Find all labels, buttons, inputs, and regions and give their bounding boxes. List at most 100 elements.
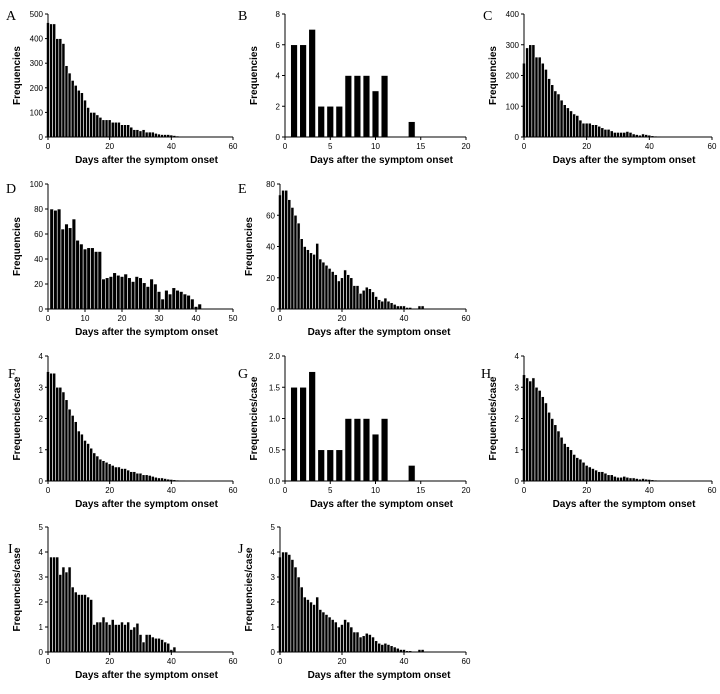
bar-a-25 <box>124 125 127 137</box>
bar-j-25 <box>356 632 359 652</box>
bar-f-10 <box>77 431 80 481</box>
bar-h-19 <box>582 462 585 481</box>
bar-c-21 <box>588 123 591 137</box>
bar-h-13 <box>563 444 566 482</box>
bar-a-27 <box>130 127 133 137</box>
y-tick-label-i: 2 <box>39 598 44 607</box>
bar-j-19 <box>337 627 340 652</box>
bar-a-3 <box>56 39 59 137</box>
bar-h-33 <box>626 477 629 481</box>
bar-f-25 <box>124 469 127 482</box>
y-tick-label-g: 2.0 <box>269 352 281 361</box>
x-tick-label-g: 15 <box>416 486 425 495</box>
x-tick-label-d: 20 <box>118 314 127 323</box>
bar-h-7 <box>544 403 547 481</box>
bar-c-12 <box>560 100 563 137</box>
y-tick-label-d: 60 <box>34 230 43 239</box>
bar-f-3 <box>56 387 59 481</box>
bar-e-27 <box>362 290 365 309</box>
x-tick-label-i: 60 <box>229 657 238 666</box>
bar-e-13 <box>319 259 322 309</box>
bar-e-17 <box>331 272 334 310</box>
x-tick-label-b: 5 <box>328 142 333 151</box>
bar-i-9 <box>74 592 77 652</box>
bar-h-27 <box>607 475 610 481</box>
y-tick-label-f: 4 <box>39 352 44 361</box>
bar-h-18 <box>579 459 582 481</box>
bar-i-41 <box>173 647 176 652</box>
bar-i-37 <box>161 640 164 653</box>
bar-i-29 <box>136 623 139 652</box>
y-tick-label-b: 6 <box>276 41 281 50</box>
bar-e-10 <box>309 253 312 309</box>
x-axis-label-h: Days after the symptom onset <box>553 499 696 510</box>
y-tick-label-d: 100 <box>30 180 44 189</box>
bar-b-6 <box>336 106 343 137</box>
x-tick-label-f: 60 <box>229 486 238 495</box>
x-tick-label-c: 20 <box>582 142 591 151</box>
bar-i-19 <box>105 622 108 652</box>
bar-e-24 <box>353 286 356 309</box>
bar-a-15 <box>93 112 96 137</box>
bar-c-7 <box>544 69 547 137</box>
bar-h-21 <box>588 467 591 481</box>
x-tick-label-g: 5 <box>328 486 333 495</box>
bar-i-25 <box>124 625 127 653</box>
y-tick-label-j: 5 <box>271 523 276 532</box>
bar-f-23 <box>117 467 120 481</box>
bar-c-18 <box>579 120 582 137</box>
bar-f-4 <box>59 387 62 481</box>
bar-f-22 <box>114 467 117 481</box>
bar-g-3 <box>309 372 316 481</box>
bar-i-20 <box>108 625 111 653</box>
y-tick-label-j: 4 <box>271 548 276 557</box>
bar-c-19 <box>582 123 585 137</box>
bar-i-1 <box>50 557 53 652</box>
bar-f-21 <box>111 465 114 481</box>
bar-e-32 <box>378 300 381 309</box>
bar-d-17 <box>109 277 113 310</box>
bar-i-35 <box>154 638 157 652</box>
bar-g-7 <box>345 419 352 482</box>
bar-i-7 <box>68 567 71 652</box>
bar-a-24 <box>120 125 123 137</box>
bar-a-29 <box>136 130 139 137</box>
panel-letter-e: E <box>238 182 247 197</box>
bar-h-29 <box>613 476 616 481</box>
y-axis-label-f: Frequencies/case <box>12 376 23 460</box>
bar-a-7 <box>68 73 71 137</box>
bar-j-8 <box>303 597 306 652</box>
bar-j-15 <box>325 615 328 653</box>
bar-f-35 <box>154 477 157 481</box>
bar-c-4 <box>535 57 538 137</box>
bar-d-8 <box>76 240 80 309</box>
bar-h-32 <box>623 476 626 481</box>
y-tick-label-b: 4 <box>276 72 281 81</box>
bar-c-11 <box>557 94 560 137</box>
bar-j-28 <box>365 633 368 652</box>
bar-d-9 <box>79 244 83 309</box>
y-tick-label-g: 1.5 <box>269 383 281 392</box>
y-tick-label-e: 0 <box>271 305 276 314</box>
y-tick-label-a: 500 <box>30 10 44 19</box>
y-tick-label-g: 0.5 <box>269 446 281 455</box>
bar-i-28 <box>133 627 136 652</box>
bar-j-1 <box>282 552 285 652</box>
bar-a-10 <box>77 90 80 137</box>
bar-h-11 <box>557 431 560 481</box>
bar-j-12 <box>316 597 319 652</box>
bar-c-17 <box>576 115 579 137</box>
y-tick-label-b: 0 <box>276 133 281 142</box>
bar-f-9 <box>74 422 77 481</box>
panel-letter-d: D <box>6 182 16 197</box>
x-tick-label-i: 0 <box>46 657 51 666</box>
bar-j-35 <box>387 645 390 653</box>
bar-f-34 <box>151 476 154 481</box>
bar-d-14 <box>98 252 102 310</box>
bar-c-6 <box>541 63 544 137</box>
bar-a-35 <box>154 133 157 137</box>
bar-f-31 <box>142 475 145 481</box>
